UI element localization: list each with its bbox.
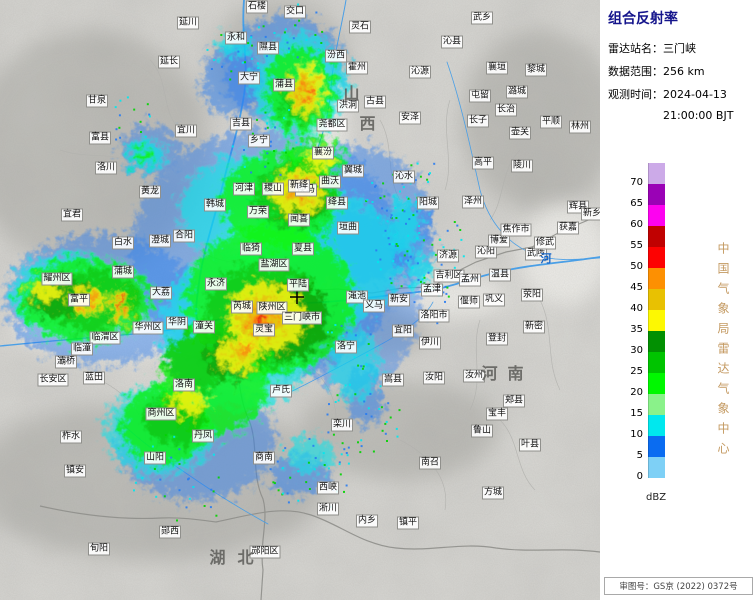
legend-row: 35 (622, 310, 666, 335)
legend-color-cell (648, 436, 665, 457)
legend-row: 55 (622, 226, 666, 251)
info-panel: 组合反射率 雷达站名：三门峡 数据范围：256 km 观测时间：2024-04-… (600, 0, 756, 600)
legend-value: 55 (630, 240, 643, 251)
legend-color-cell (648, 268, 665, 289)
legend-color-cell (648, 184, 665, 205)
legend-color-cell (648, 352, 665, 373)
legend-color-cell (648, 457, 665, 478)
legend-value: 20 (630, 387, 643, 398)
qin-river (446, 61, 600, 260)
radar-site-marker (290, 290, 304, 304)
approval-note: 审图号：GS京 (2022) 0372号 (604, 577, 753, 595)
legend-unit: dBZ (646, 492, 667, 503)
observation-date: 观测时间：2024-04-13 (608, 88, 727, 101)
legend-value: 60 (630, 219, 643, 230)
product-title: 组合反射率 (608, 11, 678, 27)
legend-value: 15 (630, 408, 643, 419)
legend-color-cell (648, 205, 665, 226)
legend-color-cell (648, 415, 665, 436)
legend-bar: 70 65 60 55 50 45 40 35 30 25 20 15 10 5 0 (622, 163, 666, 482)
data-range: 数据范围：256 km (608, 65, 705, 78)
legend-value: 5 (636, 450, 643, 461)
legend-value: 30 (630, 345, 643, 356)
legend-value: 10 (630, 429, 643, 440)
legend-row: 30 (622, 331, 666, 356)
legend-value: 25 (630, 366, 643, 377)
legend-row: 10 (622, 415, 666, 440)
legend-color-cell (648, 226, 665, 247)
legend-row: 70 (622, 163, 666, 188)
radar-map: 石楼 交口 灵石 武乡 沁县 襄垣 永和 隰县 汾西 霍州 大宁 蒲县 古县 洪洞 安泽 沁源 屯留 长子 长治 潞城… (0, 0, 600, 600)
legend-row: 45 (622, 268, 666, 293)
observation-time: 21:00:00 BJT (663, 109, 734, 122)
legend-value: 35 (630, 324, 643, 335)
legend-value: 40 (630, 303, 643, 314)
legend-color-cell (648, 331, 665, 352)
radar-map-svg (0, 0, 600, 600)
legend-row: 20 (622, 373, 666, 398)
legend-row: 50 (622, 247, 666, 272)
legend-color-cell (648, 163, 665, 184)
legend-value: 0 (636, 471, 643, 482)
legend-row: 25 (622, 352, 666, 377)
reflectivity-legend: 70 65 60 55 50 45 40 35 30 25 20 15 10 5 0 dBZ (622, 163, 666, 503)
product-info: 雷达站名：三门峡 数据范围：256 km 观测时间：2024-04-13 21:… (606, 40, 750, 122)
watermark: 中国气象局雷达气象中心 (716, 242, 730, 462)
legend-color-cell (648, 373, 665, 394)
legend-value: 70 (630, 177, 643, 188)
legend-color-cell (648, 289, 665, 310)
legend-color-cell (648, 247, 665, 268)
legend-color-cell (648, 394, 665, 415)
legend-value: 50 (630, 261, 643, 272)
legend-row: 0 (622, 457, 666, 482)
legend-row: 15 (622, 394, 666, 419)
station-name: 雷达站名：三门峡 (608, 42, 696, 55)
legend-row: 40 (622, 289, 666, 314)
legend-row: 5 (622, 436, 666, 461)
legend-row: 65 (622, 184, 666, 209)
legend-row: 60 (622, 205, 666, 230)
legend-value: 45 (630, 282, 643, 293)
legend-value: 65 (630, 198, 643, 209)
legend-color-cell (648, 310, 665, 331)
